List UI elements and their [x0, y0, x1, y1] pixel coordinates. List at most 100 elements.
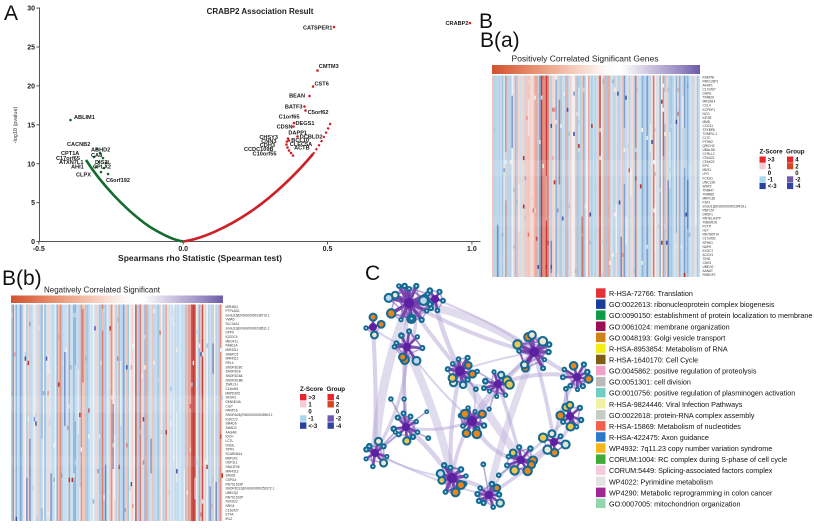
svg-text:GO:0007005: mitochondrion orga: GO:0007005: mitochondrion organization — [609, 499, 740, 508]
svg-text:CCDC109B: CCDC109B — [244, 147, 274, 153]
svg-text:IQCDC4: IQCDC4 — [226, 335, 238, 339]
svg-text:UBE2O: UBE2O — [703, 265, 714, 269]
svg-text:ZWILCH: ZWILCH — [226, 383, 239, 387]
svg-text:IGDCC3: IGDCC3 — [226, 417, 238, 421]
svg-text:SPHK1: SPHK1 — [703, 241, 714, 245]
svg-text:IRL2: IRL2 — [226, 517, 233, 521]
svg-text:-4: -4 — [336, 424, 342, 430]
svg-text:MKS1: MKS1 — [703, 168, 712, 172]
svg-text:BEAN: BEAN — [289, 94, 305, 100]
svg-text:C17orf67: C17orf67 — [703, 88, 716, 92]
svg-text:CILP: CILP — [226, 404, 233, 408]
svg-text:-0.5: -0.5 — [33, 246, 45, 253]
svg-text:CPT1A: CPT1A — [61, 151, 79, 157]
svg-text:CFAK22: CFAK22 — [703, 160, 715, 164]
svg-text:-2: -2 — [795, 178, 801, 184]
svg-text:TEN1: TEN1 — [703, 257, 711, 261]
svg-text:0: 0 — [768, 171, 772, 177]
svg-text:RN7SL519P: RN7SL519P — [226, 482, 244, 486]
svg-text:DENND4A: DENND4A — [226, 400, 242, 404]
svg-text:C15orf61: C15orf61 — [226, 387, 239, 391]
svg-text:NRG4: NRG4 — [226, 504, 235, 508]
svg-text:PARP16: PARP16 — [226, 409, 238, 413]
svg-text:CLTC: CLTC — [703, 136, 712, 140]
svg-text:VWA5: VWA5 — [226, 318, 235, 322]
svg-text:1: 1 — [308, 403, 312, 409]
svg-text:MRSN14: MRSN14 — [703, 100, 716, 104]
svg-text:UBE2Q2: UBE2Q2 — [226, 491, 239, 495]
svg-text:B(a): B(a) — [480, 29, 520, 52]
svg-text:DGKE: DGKE — [703, 92, 712, 96]
svg-text:UNC13D: UNC13D — [703, 180, 716, 184]
svg-text:DIS3L: DIS3L — [95, 160, 111, 166]
svg-text:DPP9: DPP9 — [226, 331, 235, 335]
svg-text:Group: Group — [327, 386, 346, 393]
svg-text:AHI1: AHI1 — [71, 165, 84, 171]
svg-text:-4: -4 — [795, 184, 801, 190]
svg-text:CATSPER1: CATSPER1 — [303, 26, 332, 32]
svg-text:GO:0048193: Golgi vesicle tran: GO:0048193: Golgi vesicle transport — [609, 333, 725, 342]
svg-text:ACOX1: ACOX1 — [703, 253, 714, 257]
svg-text:WP4022: Pyrimidine metabolism: WP4022: Pyrimidine metabolism — [609, 477, 713, 486]
svg-text:CCL4: CCL4 — [703, 104, 711, 108]
svg-text:-2: -2 — [336, 417, 342, 423]
svg-text:KNKFNI: KNKFNI — [703, 76, 715, 80]
svg-text:CLEC5A: CLEC5A — [290, 142, 312, 148]
svg-text:RHBOF2: RHBOF2 — [703, 273, 716, 277]
svg-text:SNORD18: SNORD18 — [226, 370, 241, 374]
svg-text:CA8: CA8 — [91, 153, 102, 159]
svg-text:RNF126P1: RNF126P1 — [703, 80, 719, 84]
svg-text:C6orf192: C6orf192 — [106, 178, 130, 184]
svg-text:AAGAB: AAGAB — [226, 430, 237, 434]
svg-text:R-HSA-72766: Translation: R-HSA-72766: Translation — [609, 289, 693, 298]
svg-text:SKOR1: SKOR1 — [226, 396, 237, 400]
svg-text:LPO: LPO — [703, 172, 710, 176]
svg-text:CMTM3: CMTM3 — [319, 64, 339, 70]
svg-text:KIF2B: KIF2B — [703, 116, 712, 120]
svg-text:<-3: <-3 — [768, 184, 778, 190]
svg-text:WSP2: WSP2 — [703, 184, 712, 188]
svg-text:2: 2 — [336, 403, 340, 409]
svg-text:CORUM:5449: Splicing-associate: CORUM:5449: Splicing-associated factors … — [609, 466, 773, 475]
svg-text:A: A — [4, 2, 18, 25]
svg-text:B(b): B(b) — [2, 267, 42, 290]
svg-text:25: 25 — [27, 45, 35, 52]
svg-text:UBALD6: UBALD6 — [703, 148, 716, 152]
svg-text:15: 15 — [27, 122, 35, 129]
svg-text:BCL10: BCL10 — [291, 138, 309, 144]
svg-text:SNORD18A: SNORD18A — [226, 374, 244, 378]
svg-text:DNA1F05: DNA1F05 — [226, 465, 240, 469]
svg-text:CFAO21: CFAO21 — [703, 156, 715, 160]
svg-text:NAPK: NAPK — [703, 245, 713, 249]
svg-text:C5orf62: C5orf62 — [308, 110, 329, 116]
svg-text:FSF1: FSF1 — [703, 200, 711, 204]
svg-text:FCKU1: FCKU1 — [703, 176, 714, 180]
svg-text:CDH3: CDH3 — [260, 143, 275, 149]
svg-text:AKAP1: AKAP1 — [703, 84, 714, 88]
svg-text:MEGF11: MEGF11 — [226, 339, 239, 343]
svg-text:TRIM26: TRIM26 — [703, 96, 715, 100]
svg-text:GO:0045862: positive regulatio: GO:0045862: positive regulation of prote… — [609, 367, 757, 376]
svg-text:GO:0010756: positive regulatio: GO:0010756: positive regulation of plasm… — [609, 389, 795, 398]
svg-text:R-HSA-8953854: Metabolism of R: R-HSA-8953854: Metabolism of RNA — [609, 345, 728, 354]
svg-text:TMEM100: TMEM100 — [703, 221, 718, 225]
svg-text:<-3: <-3 — [308, 424, 318, 430]
svg-text:RPL4: RPL4 — [226, 361, 234, 365]
svg-text:SCARNA14: SCARNA14 — [226, 452, 243, 456]
svg-text:smoU15(ENSG00000238715.1: smoU15(ENSG00000238715.1 — [226, 313, 270, 317]
svg-text:CNN3: CNN3 — [261, 139, 276, 145]
svg-text:TIPIN: TIPIN — [226, 448, 235, 452]
svg-text:0.5: 0.5 — [323, 246, 333, 253]
svg-text:BATF3: BATF3 — [285, 104, 303, 110]
svg-text:LCTL: LCTL — [226, 439, 234, 443]
svg-text:smoU13(ENSG00000239418.1: smoU13(ENSG00000239418.1 — [703, 204, 747, 208]
svg-text:EXOC7: EXOC7 — [703, 249, 714, 253]
svg-text:DAPP1: DAPP1 — [288, 131, 307, 137]
svg-text:SNORA24(ENSG00000206903.1: SNORA24(ENSG00000206903.1 — [226, 413, 273, 417]
svg-text:CDK3: CDK3 — [703, 261, 712, 265]
svg-text:RNTELA37P: RNTELA37P — [703, 217, 721, 221]
svg-text:RAB11A: RAB11A — [226, 344, 239, 348]
svg-text:CST6: CST6 — [315, 81, 329, 87]
svg-text:PCTP: PCTP — [703, 225, 712, 229]
svg-text:NCG: NCG — [703, 112, 711, 116]
